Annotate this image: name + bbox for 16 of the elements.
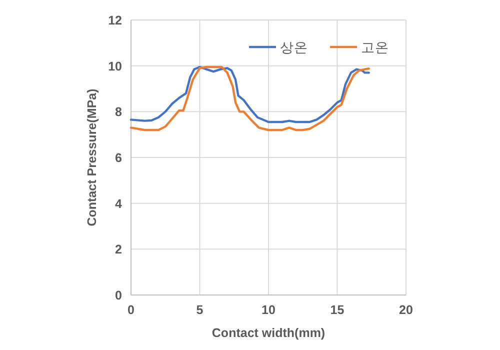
x-tick-label: 15 — [330, 303, 344, 317]
x-tick-label: 20 — [399, 303, 413, 317]
x-axis-title: Contact width(mm) — [212, 326, 326, 340]
y-tick-label: 2 — [115, 242, 122, 257]
x-tick-label: 0 — [128, 303, 135, 317]
y-tick-label: 4 — [115, 196, 122, 211]
y-axis-title: Contact Pressure(MPa) — [85, 88, 99, 226]
y-tick-label: 10 — [108, 59, 122, 74]
y-tick-label: 12 — [108, 14, 122, 28]
y-tick-label: 6 — [115, 151, 122, 165]
y-tick-label: 8 — [115, 105, 122, 120]
legend-label: 상온 — [280, 40, 308, 55]
legend-label: 고온 — [361, 40, 389, 55]
x-tick-label: 10 — [262, 303, 276, 317]
x-tick-label: 5 — [196, 303, 204, 317]
y-tick-label: 0 — [115, 288, 122, 302]
